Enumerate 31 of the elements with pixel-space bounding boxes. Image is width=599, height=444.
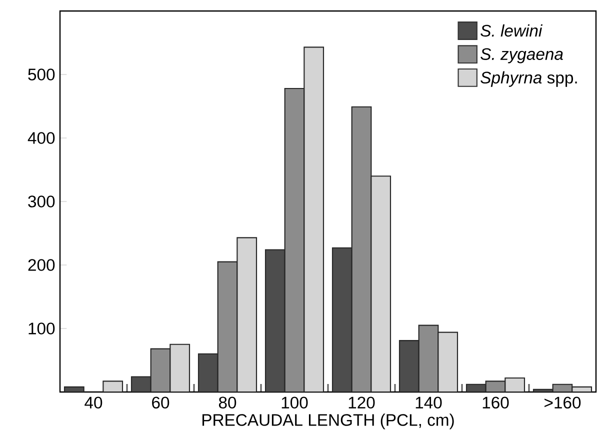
x-tick-label: 120 xyxy=(348,396,375,409)
y-tick-label: 100 xyxy=(28,322,55,334)
legend-label: Sphyrna spp. xyxy=(480,71,577,87)
x-axis-title: PRECAUDAL LENGTH (PCL, cm) xyxy=(202,414,454,430)
x-tick-label: >160 xyxy=(544,396,581,409)
bar xyxy=(400,340,419,392)
bar xyxy=(332,248,352,392)
bar xyxy=(304,47,324,392)
y-tick-label: 200 xyxy=(28,259,55,271)
bar xyxy=(418,325,438,392)
bar xyxy=(266,250,285,392)
bar xyxy=(237,238,256,392)
bar xyxy=(198,354,218,392)
bar xyxy=(170,344,190,392)
legend-label: S. lewini xyxy=(480,24,543,37)
x-tick-label: 160 xyxy=(482,396,509,409)
x-tick-label: 60 xyxy=(152,396,170,409)
x-tick-label: 80 xyxy=(218,396,236,409)
legend-label: S. zygaena xyxy=(480,48,563,64)
bar xyxy=(218,262,238,392)
bar xyxy=(352,106,372,392)
x-tick-label: 140 xyxy=(416,396,442,409)
y-tick-label: 400 xyxy=(28,132,55,144)
x-tick-label: 40 xyxy=(84,396,102,409)
bar xyxy=(284,88,304,392)
bar xyxy=(150,348,170,392)
x-tick-label: 100 xyxy=(282,396,308,409)
bar xyxy=(438,332,458,392)
bar xyxy=(371,176,390,392)
y-tick-label: 500 xyxy=(28,68,55,80)
y-tick-label: 300 xyxy=(28,196,55,208)
